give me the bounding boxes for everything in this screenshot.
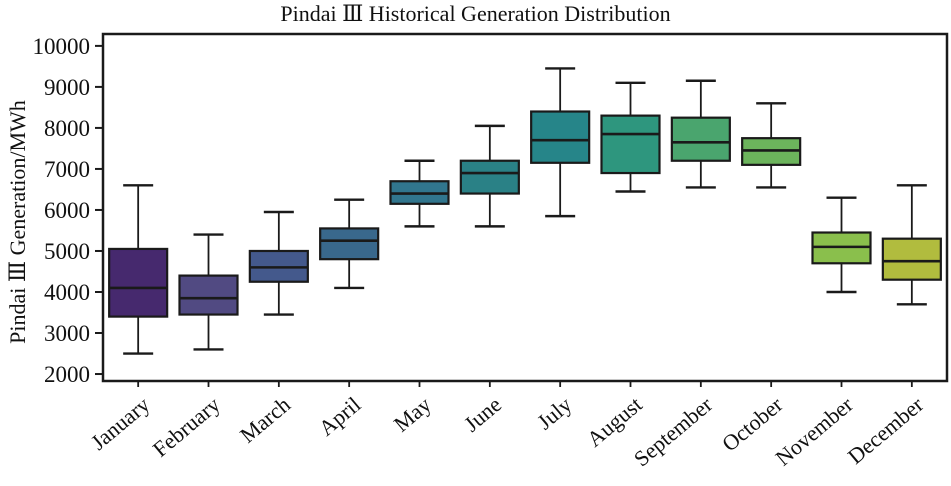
x-tick-label: September: [629, 391, 718, 471]
iqr-box: [178, 274, 239, 316]
box-october: [741, 102, 802, 189]
x-tick-label: November: [771, 391, 859, 470]
iqr-box: [600, 114, 661, 175]
box-april: [319, 198, 380, 290]
x-tick-label: June: [459, 392, 506, 437]
iqr-box: [319, 227, 380, 261]
y-tick-label: 4000: [44, 280, 90, 305]
plot-frame: [101, 32, 949, 383]
iqr-box: [881, 237, 942, 281]
iqr-box: [670, 116, 731, 162]
box-september: [670, 79, 731, 189]
box-july: [530, 67, 591, 218]
y-tick-label: 10000: [33, 34, 91, 59]
y-tick-label: 8000: [44, 116, 90, 141]
iqr-box: [459, 159, 520, 195]
x-tick-label: April: [314, 392, 366, 441]
box-january: [108, 184, 169, 355]
x-tick-label: February: [148, 392, 225, 462]
box-december: [881, 184, 942, 306]
box-march: [248, 210, 309, 316]
box-august: [600, 81, 661, 193]
box-june: [459, 124, 520, 228]
y-tick-label: 2000: [44, 362, 90, 387]
x-tick-label: August: [582, 392, 647, 452]
y-tick-label: 6000: [44, 198, 90, 223]
x-tick-label: December: [843, 391, 929, 469]
chart-title: Pindai Ⅲ Historical Generation Distribut…: [280, 1, 671, 26]
iqr-box: [108, 247, 169, 318]
x-tick-label: July: [532, 392, 576, 435]
box-february: [178, 233, 239, 351]
y-tick-label: 5000: [44, 239, 90, 264]
x-tick-label: March: [235, 392, 295, 448]
x-tick-label: May: [389, 392, 436, 437]
iqr-box: [530, 110, 591, 164]
x-tick-label: January: [86, 392, 154, 455]
y-tick-label: 9000: [44, 75, 90, 100]
box-november: [811, 196, 872, 294]
box-may: [389, 159, 450, 228]
y-tick-label: 3000: [44, 321, 90, 346]
y-tick-label: 7000: [44, 157, 90, 182]
